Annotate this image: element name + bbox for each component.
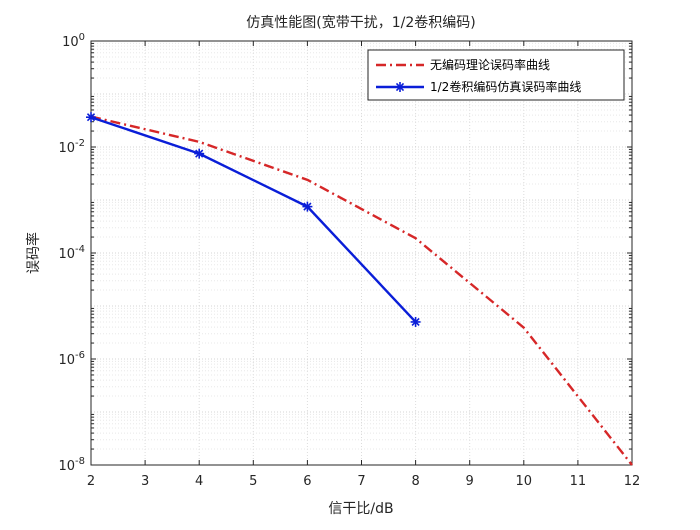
series-line-2: [90, 116, 417, 323]
axes: 2 3 4 5 6 7 8 9 10 11 12 10-8 10-6 10-4 10-2 100: [58, 32, 640, 489]
marker-stroke: [195, 149, 204, 158]
x-tick-label: 6: [303, 474, 311, 489]
legend-box: [367, 49, 625, 101]
y-tick-label: 10-6: [58, 350, 85, 368]
x-tick-label: 3: [141, 474, 149, 489]
data-point-2: [302, 201, 313, 212]
y-tick-label: 10-2: [58, 138, 85, 156]
x-tick-label: 12: [624, 474, 641, 489]
y-tick-label: 10-4: [58, 244, 85, 262]
x-tick-label: 10: [516, 474, 533, 489]
y-axis-label: 误码率: [25, 232, 42, 274]
legend-label-2: 1/2卷积编码仿真误码率曲线: [430, 79, 581, 94]
x-tick-label: 8: [411, 474, 419, 489]
legend: 无编码理论误码率曲线 1/2卷积编码仿真误码率曲线: [367, 49, 625, 101]
legend-marker-2: [395, 82, 405, 92]
x-axis-label: 信干比/dB: [328, 501, 393, 517]
series-line-1: [90, 115, 633, 466]
marker-stroke: [411, 317, 420, 327]
legend-label-1: 无编码理论误码率曲线: [430, 57, 550, 72]
data-point-2: [86, 112, 96, 123]
data-point-2: [194, 148, 205, 159]
x-tick-label: 11: [570, 474, 587, 489]
x-tick-label: 7: [357, 474, 365, 489]
marker-stroke: [303, 202, 312, 211]
y-tick-label: 100: [62, 32, 85, 50]
x-tick-label: 2: [87, 474, 95, 489]
x-tick-label: 4: [195, 474, 203, 489]
y-tick-label: 10-8: [58, 456, 85, 474]
marker-stroke: [395, 82, 405, 92]
data-point-2: [410, 316, 421, 327]
chart-title: 仿真性能图(宽带干扰，1/2卷积编码): [246, 14, 475, 31]
x-tick-label: 9: [466, 474, 474, 489]
series-layer: [86, 112, 633, 466]
x-tick-label: 5: [249, 474, 257, 489]
marker-stroke: [86, 113, 96, 122]
